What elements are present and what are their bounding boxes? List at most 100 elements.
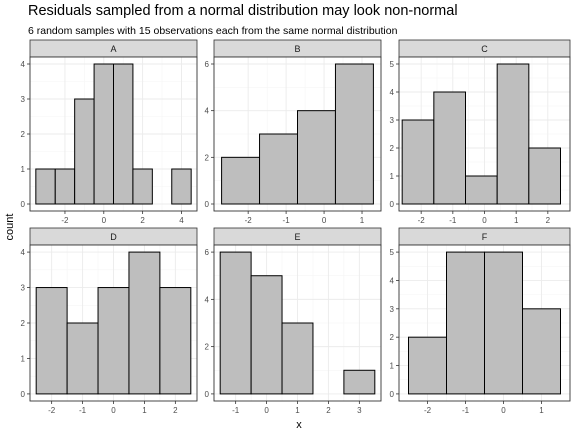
histogram-bar bbox=[343, 369, 376, 395]
y-tick-label: 3 bbox=[21, 284, 26, 293]
y-tick-label: 4 bbox=[390, 276, 395, 285]
x-tick-label: 0 bbox=[322, 216, 327, 225]
y-tick-label: 2 bbox=[390, 333, 395, 342]
y-tick-label: 0 bbox=[390, 200, 395, 209]
x-tick-label: -1 bbox=[462, 406, 470, 415]
y-tick-label: 5 bbox=[390, 248, 395, 257]
chart-title: Residuals sampled from a normal distribu… bbox=[28, 3, 458, 19]
histogram-bar bbox=[334, 63, 374, 205]
chart-subtitle: 6 random samples with 15 observations ea… bbox=[28, 25, 398, 37]
histogram-bar bbox=[35, 168, 56, 205]
histogram-bar bbox=[132, 168, 153, 205]
histogram-bar bbox=[35, 287, 68, 395]
facet-strip-label: F bbox=[482, 232, 488, 242]
y-tick-label: 1 bbox=[21, 354, 26, 363]
y-tick-label: 2 bbox=[21, 319, 26, 328]
x-tick-label: 3 bbox=[357, 406, 362, 415]
x-tick-label: -2 bbox=[424, 406, 432, 415]
x-tick-label: 2 bbox=[173, 406, 178, 415]
x-tick-label: 4 bbox=[179, 216, 184, 225]
histogram-bar bbox=[66, 322, 99, 395]
y-tick-label: 6 bbox=[205, 248, 210, 257]
histogram-bar bbox=[250, 275, 283, 395]
x-tick-label: 2 bbox=[546, 216, 551, 225]
y-tick-label: 0 bbox=[205, 390, 210, 399]
y-tick-label: 5 bbox=[390, 60, 395, 69]
x-tick-label: 0 bbox=[482, 216, 487, 225]
y-tick-label: 3 bbox=[390, 305, 395, 314]
y-tick-label: 4 bbox=[205, 295, 210, 304]
y-tick-label: 1 bbox=[21, 165, 26, 174]
y-tick-label: 4 bbox=[205, 107, 210, 116]
histogram-bar bbox=[171, 168, 192, 205]
facet-panel-e: E 0 2 4 6 -1 0 1 2 3 bbox=[205, 227, 382, 415]
x-tick-label: -2 bbox=[48, 406, 56, 415]
histogram-bar bbox=[128, 251, 161, 395]
x-tick-label: 1 bbox=[539, 406, 544, 415]
facet-strip-label: C bbox=[481, 44, 488, 54]
x-tick-label: 0 bbox=[501, 406, 506, 415]
y-tick-label: 4 bbox=[390, 88, 395, 97]
histogram-bar bbox=[433, 91, 467, 205]
histogram-bar bbox=[54, 168, 76, 205]
x-tick-label: 0 bbox=[102, 216, 107, 225]
y-tick-label: 6 bbox=[205, 60, 210, 69]
histogram-bar bbox=[219, 251, 252, 395]
x-tick-label: -1 bbox=[283, 216, 291, 225]
x-tick-label: -1 bbox=[232, 406, 240, 415]
histogram-bar bbox=[113, 63, 134, 205]
panel-border bbox=[213, 56, 382, 212]
histogram-bar bbox=[484, 251, 523, 395]
y-tick-label: 2 bbox=[205, 343, 210, 352]
y-tick-label: 4 bbox=[21, 248, 26, 257]
y-tick-label: 1 bbox=[390, 362, 395, 371]
panel-border bbox=[398, 244, 571, 402]
histogram-bar bbox=[297, 110, 336, 205]
histogram-bar bbox=[97, 287, 130, 395]
facet-panel-d: D 0 1 2 3 4 -2 -1 0 1 2 bbox=[21, 227, 198, 415]
histogram-bar bbox=[408, 336, 447, 395]
x-tick-label: -2 bbox=[418, 216, 426, 225]
histogram-bar bbox=[496, 63, 530, 205]
histogram-bar bbox=[446, 251, 485, 395]
x-tick-label: -2 bbox=[245, 216, 253, 225]
x-tick-label: 0 bbox=[264, 406, 269, 415]
histogram-bar bbox=[93, 63, 115, 205]
y-tick-label: 2 bbox=[21, 130, 26, 139]
y-axis-title: count bbox=[4, 214, 16, 241]
histogram-bar bbox=[401, 119, 435, 205]
x-tick-label: 1 bbox=[514, 216, 519, 225]
facet-panel-f: F 0 1 2 3 4 5 -2 -1 0 1 bbox=[390, 227, 571, 415]
facet-panel-c: C 0 1 2 3 4 5 -2 -1 0 1 2 bbox=[390, 39, 571, 225]
x-tick-label: 1 bbox=[142, 406, 147, 415]
x-tick-label: 2 bbox=[140, 216, 145, 225]
y-tick-label: 0 bbox=[205, 200, 210, 209]
histogram-bar bbox=[522, 308, 561, 395]
y-tick-label: 0 bbox=[21, 390, 26, 399]
x-axis-title: x bbox=[296, 419, 302, 431]
y-tick-label: 0 bbox=[21, 200, 26, 209]
y-tick-label: 2 bbox=[205, 153, 210, 162]
histogram-bar bbox=[465, 175, 498, 205]
x-tick-label: -2 bbox=[61, 216, 69, 225]
x-tick-label: 0 bbox=[111, 406, 116, 415]
y-tick-label: 2 bbox=[390, 144, 395, 153]
histogram-bar bbox=[221, 156, 261, 205]
y-tick-label: 3 bbox=[21, 95, 26, 104]
x-tick-label: 1 bbox=[295, 406, 300, 415]
facet-strip-label: E bbox=[294, 232, 300, 242]
x-tick-label: -1 bbox=[79, 406, 87, 415]
y-tick-label: 0 bbox=[390, 390, 395, 399]
facet-strip-label: D bbox=[110, 232, 117, 242]
histogram-bar bbox=[159, 287, 192, 395]
histogram-bar bbox=[281, 322, 314, 395]
facet-strip-label: B bbox=[294, 44, 300, 54]
y-tick-label: 1 bbox=[390, 172, 395, 181]
facet-panel-b: B 0 2 4 6 -2 -1 0 1 bbox=[205, 39, 382, 225]
x-tick-label: -1 bbox=[449, 216, 457, 225]
histogram-bar bbox=[74, 98, 95, 205]
facet-strip-label: A bbox=[110, 44, 116, 54]
y-tick-label: 4 bbox=[21, 60, 26, 69]
